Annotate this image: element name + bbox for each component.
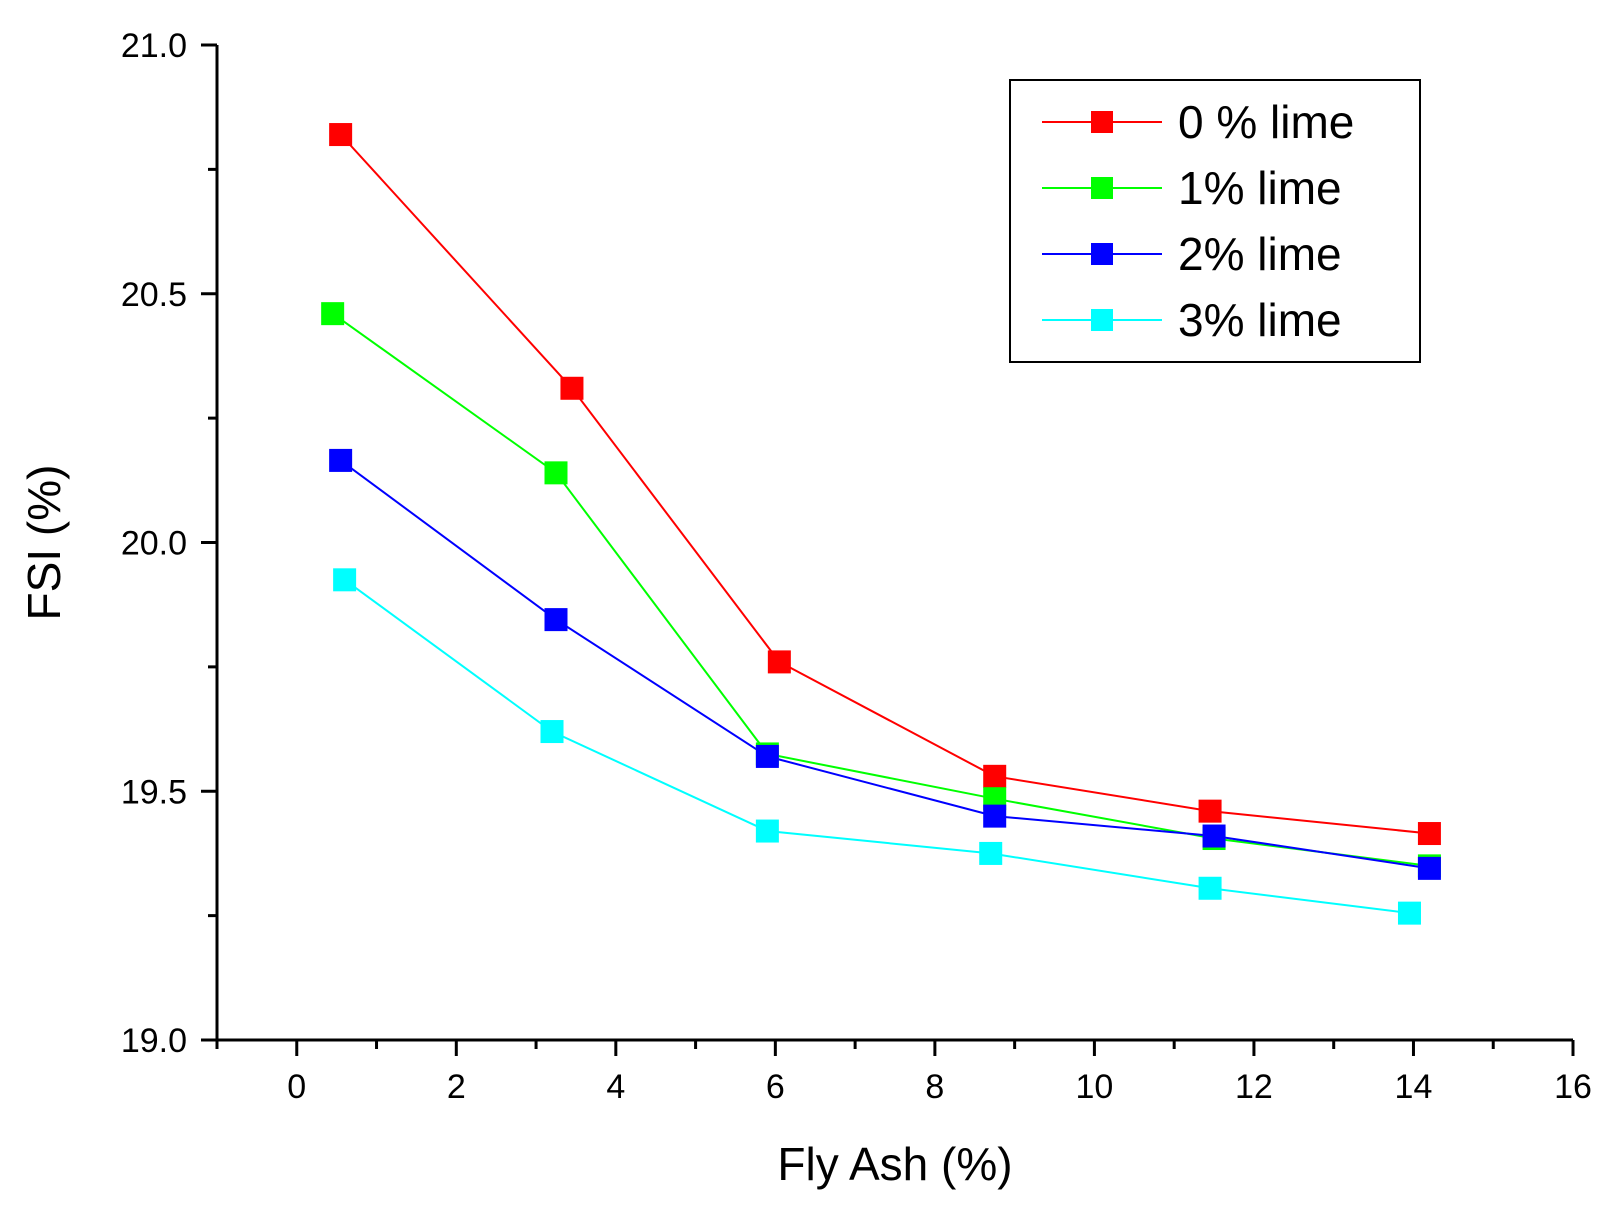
- series-line-1: [332, 312, 1430, 867]
- legend: 0 % lime 1% lime 2% lime 3% lime: [1009, 79, 1421, 363]
- legend-marker-0: [1091, 111, 1113, 133]
- legend-label-3: 3% lime: [1178, 294, 1342, 346]
- series-line-3: [344, 578, 1410, 915]
- data-point-series-2: [329, 448, 353, 472]
- data-point-series-3: [979, 841, 1003, 865]
- data-point-series-2: [1202, 824, 1226, 848]
- data-point-series-3: [540, 720, 564, 744]
- data-point-series-1: [321, 302, 345, 326]
- data-point-series-1: [544, 461, 568, 485]
- data-point-series-2: [1417, 856, 1441, 880]
- x-tick-label: 16: [1554, 1068, 1592, 1106]
- legend-label-0: 0 % lime: [1178, 96, 1354, 148]
- data-point-series-0: [983, 764, 1007, 788]
- series-line-0: [339, 133, 1430, 835]
- legend-marker-3: [1091, 309, 1113, 331]
- data-point-series-2: [983, 804, 1007, 828]
- y-axis-title: FSI (%): [18, 465, 70, 621]
- data-point-series-0: [560, 376, 584, 400]
- x-tick-label: 14: [1395, 1068, 1433, 1106]
- legend-marker-1: [1091, 177, 1113, 199]
- data-point-series-0: [329, 123, 353, 147]
- data-point-series-3: [333, 568, 357, 592]
- data-point-series-0: [767, 650, 791, 674]
- data-point-series-3: [1198, 876, 1222, 900]
- x-tick-label: 2: [447, 1068, 466, 1106]
- x-tick-label: 6: [766, 1068, 785, 1106]
- legend-marker-2: [1091, 243, 1113, 265]
- series-lines: [332, 133, 1430, 915]
- x-tick-label: 0: [287, 1068, 306, 1106]
- series-line-2: [340, 459, 1430, 870]
- y-tick-label: 19.5: [121, 773, 187, 811]
- data-point-series-2: [755, 744, 779, 768]
- y-tick-label: 20.0: [121, 525, 187, 563]
- series-markers: [321, 123, 1441, 925]
- data-point-series-0: [1417, 822, 1441, 846]
- y-tick-label: 19.0: [121, 1022, 187, 1060]
- x-tick-label: 10: [1075, 1068, 1113, 1106]
- axes: 19.0 19.5 20.0 20.5 21.0 0 2 4 6 8 10 12 14 16: [121, 27, 1592, 1106]
- data-point-series-2: [544, 608, 568, 632]
- legend-label-2: 2% lime: [1178, 228, 1342, 280]
- y-tick-label: 21.0: [121, 27, 187, 65]
- data-point-series-3: [1397, 901, 1421, 925]
- x-tick-label: 4: [606, 1068, 625, 1106]
- x-tick-label: 12: [1235, 1068, 1273, 1106]
- legend-box: [1009, 79, 1421, 363]
- x-axis-title: Fly Ash (%): [777, 1138, 1012, 1190]
- y-tick-label: 20.5: [121, 276, 187, 314]
- x-tick-label: 8: [925, 1068, 944, 1106]
- legend-label-1: 1% lime: [1178, 162, 1342, 214]
- data-point-series-0: [1198, 799, 1222, 823]
- data-point-series-3: [755, 819, 779, 843]
